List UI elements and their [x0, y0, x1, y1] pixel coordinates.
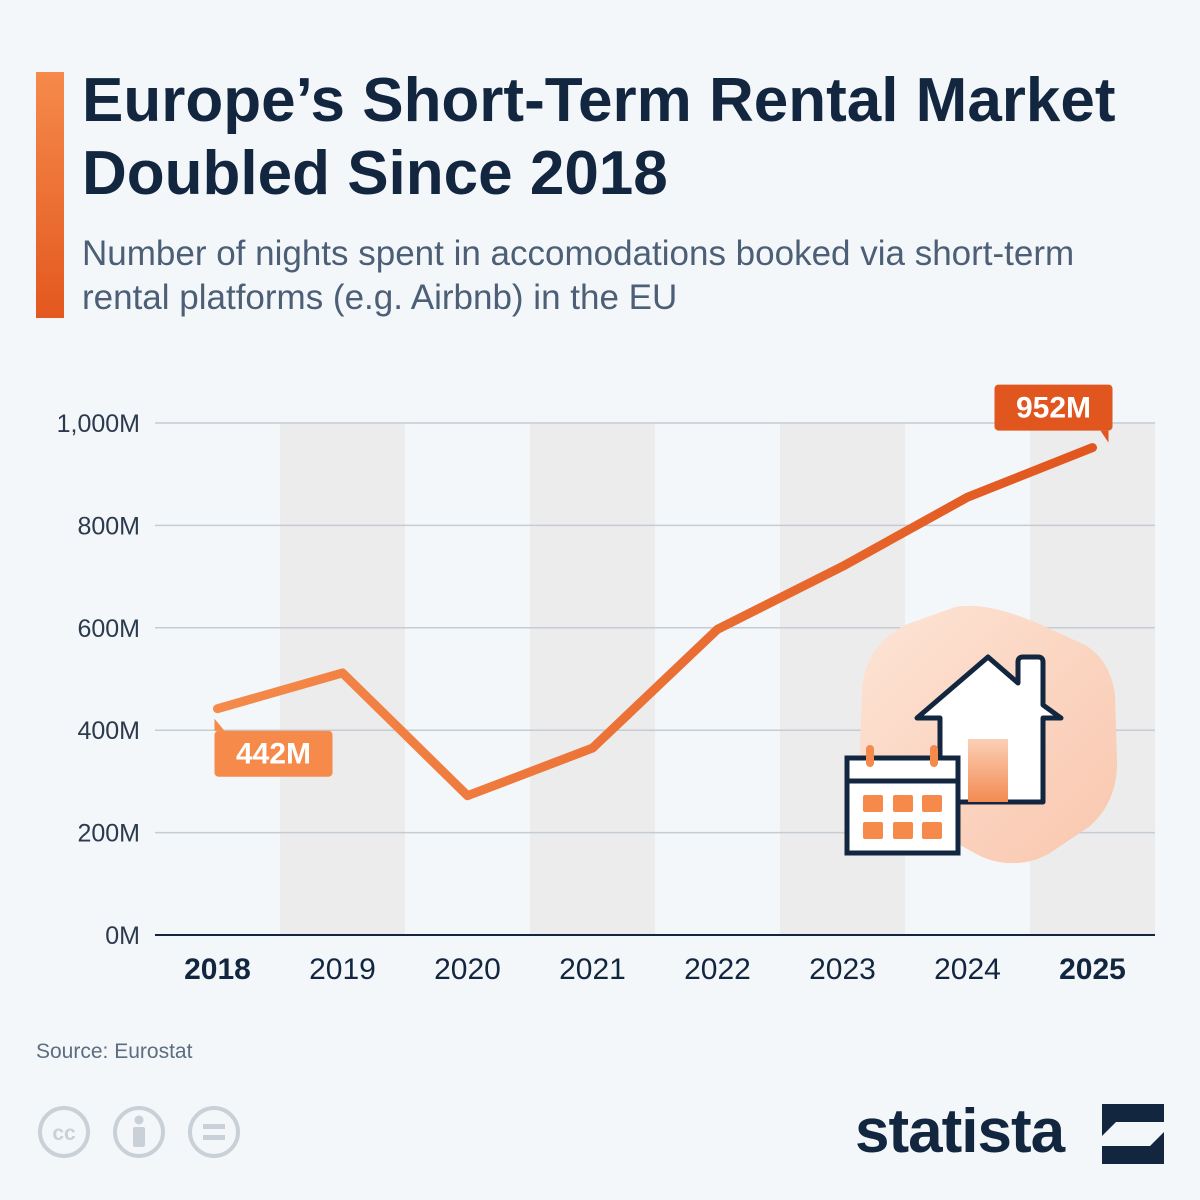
statista-logo-icon[interactable]: [1102, 1104, 1164, 1164]
chart-title: Europe’s Short-Term Rental Market Double…: [82, 66, 1116, 208]
y-axis-ticks: 0M 200M 400M 600M 800M 1,000M: [57, 410, 140, 950]
x-tick-label-2022: 2022: [684, 953, 751, 986]
data-label-pointer: [1100, 430, 1109, 443]
y-tick-label: 1,000M: [57, 410, 140, 438]
data-label-text: 442M: [236, 738, 311, 771]
x-tick-label-2020: 2020: [434, 953, 501, 986]
data-label-text: 952M: [1016, 392, 1091, 425]
y-tick-label: 200M: [77, 820, 140, 848]
brand-wordmark[interactable]: statista: [855, 1097, 1065, 1166]
x-tick-label-2024: 2024: [934, 953, 1001, 986]
y-tick-label: 800M: [77, 512, 140, 540]
attribution-icon[interactable]: [113, 1106, 165, 1158]
data-label-bg: [994, 384, 1113, 431]
calendar-icon: [844, 745, 961, 856]
y-tick-label: 400M: [77, 717, 140, 745]
source-note: Source: Eurostat: [36, 1040, 193, 1063]
data-label-2018: 442M: [214, 718, 333, 777]
data-label-pointer: [214, 718, 225, 731]
data-labels: 442M 952M: [214, 384, 1113, 777]
y-tick-label: 0M: [105, 922, 140, 950]
x-tick-label-2019: 2019: [309, 953, 376, 986]
x-tick-label-2023: 2023: [809, 953, 876, 986]
svg-text:cc: cc: [52, 1122, 76, 1145]
x-tick-label-2018: 2018: [184, 953, 251, 986]
license-icons[interactable]: cc: [36, 1104, 246, 1160]
data-label-2025: 952M: [994, 384, 1113, 443]
series-line: [213, 443, 1097, 801]
no-derivatives-icon[interactable]: [188, 1106, 240, 1158]
data-label-bg: [214, 730, 333, 777]
x-tick-label-2025: 2025: [1059, 953, 1126, 986]
column-stripe-2021: [530, 423, 655, 935]
y-tick-label: 600M: [77, 615, 140, 643]
x-axis-ticks: 2018 2019 2020 2021 2022 2023 2024 2025: [184, 953, 1126, 986]
cc-icon[interactable]: cc: [38, 1106, 90, 1158]
chart-subtitle: Number of nights spent in accomodations …: [82, 234, 1075, 317]
title-accent-bar: [36, 72, 64, 318]
line-chart: 0M 200M 400M 600M 800M 1,000M 2018 2019 2020 202…: [57, 384, 1155, 986]
x-tick-label-2021: 2021: [559, 953, 626, 986]
illustration: [844, 605, 1118, 864]
